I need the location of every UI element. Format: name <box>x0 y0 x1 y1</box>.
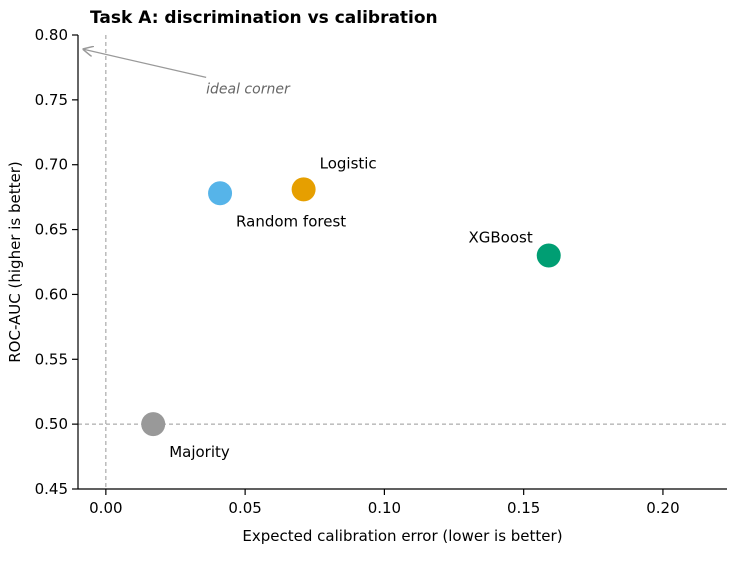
x-axis-label: Expected calibration error (lower is bet… <box>242 527 562 545</box>
x-tick-label: 0.00 <box>89 499 122 517</box>
y-tick-label: 0.55 <box>35 350 68 368</box>
annotation-text: ideal corner <box>206 81 291 97</box>
x-tick-label: 0.05 <box>228 499 261 517</box>
point-label: Random forest <box>236 212 346 230</box>
annotation: ideal corner <box>84 49 291 97</box>
point-label: Logistic <box>320 154 377 172</box>
point-label: XGBoost <box>468 229 532 247</box>
y-tick-label: 0.50 <box>35 415 68 433</box>
x-tick-label: 0.10 <box>368 499 401 517</box>
point-label: Majority <box>169 443 230 461</box>
data-point <box>291 177 316 202</box>
data-point <box>141 412 166 437</box>
y-tick-label: 0.60 <box>35 285 68 303</box>
y-tick-label: 0.75 <box>35 91 68 109</box>
data-point <box>208 181 233 206</box>
annotation-arrow <box>84 49 207 78</box>
reference-lines <box>78 35 727 489</box>
y-tick-label: 0.45 <box>35 480 68 498</box>
data-points <box>141 177 561 437</box>
y-tick-label: 0.80 <box>35 26 68 44</box>
chart-title: Task A: discrimination vs calibration <box>90 8 438 28</box>
y-tick-label: 0.70 <box>35 156 68 174</box>
point-labels: Logistic Random forest XGBoost Majority <box>169 154 533 461</box>
y-tick-label: 0.65 <box>35 221 68 239</box>
x-tick-label: 0.20 <box>646 499 679 517</box>
y-axis-label: ROC-AUC (higher is better) <box>6 161 24 363</box>
x-axis-ticks: 0.00 0.05 0.10 0.15 0.20 <box>89 489 680 517</box>
data-point <box>536 243 561 268</box>
x-tick-label: 0.15 <box>507 499 540 517</box>
y-axis-ticks: 0.45 0.50 0.55 0.60 0.65 0.70 0.75 0.80 <box>35 26 78 498</box>
